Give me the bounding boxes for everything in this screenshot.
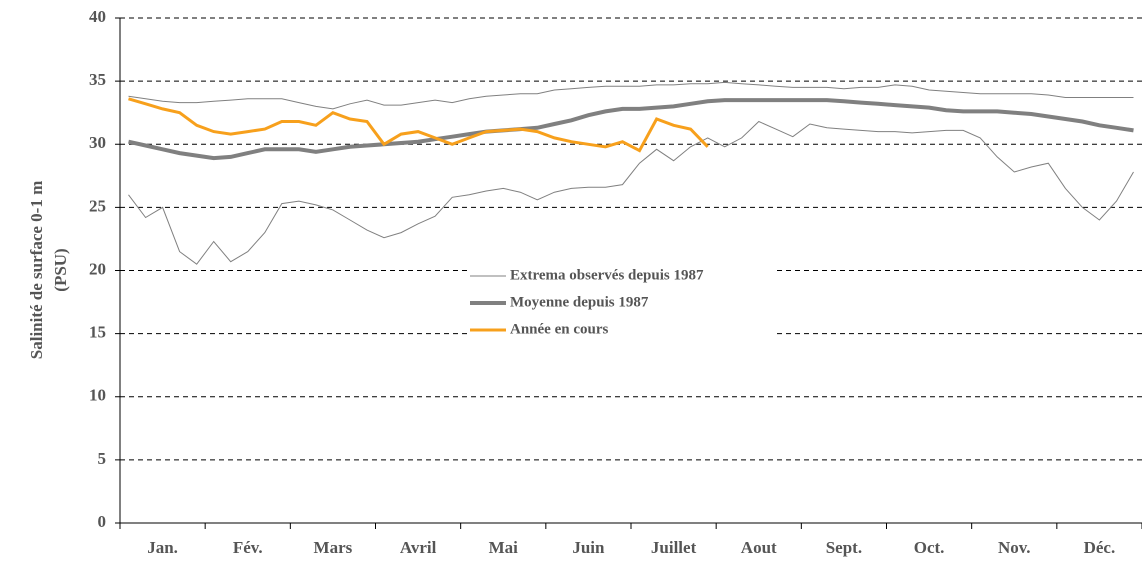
- x-tick-label: Avril: [400, 538, 437, 557]
- y-tick-label: 40: [89, 7, 106, 26]
- y-tick-label: 0: [98, 512, 107, 531]
- x-tick-label: Déc.: [1084, 538, 1116, 557]
- y-axis-label: Salinité de surface 0-1 m: [27, 181, 46, 359]
- x-tick-label: Mai: [489, 538, 519, 557]
- y-axis-label: (PSU): [51, 248, 70, 291]
- y-tick-label: 15: [89, 323, 106, 342]
- x-tick-label: Mars: [314, 538, 353, 557]
- x-tick-label: Fév.: [233, 538, 263, 557]
- x-tick-label: Aout: [741, 538, 777, 557]
- x-tick-label: Juillet: [651, 538, 697, 557]
- series-line: [128, 81, 1134, 110]
- legend-label: Année en cours: [510, 321, 608, 337]
- y-tick-label: 35: [89, 70, 106, 89]
- legend-label: Extrema observés depuis 1987: [510, 267, 704, 283]
- series-line: [128, 98, 1134, 161]
- y-tick-label: 25: [89, 196, 106, 215]
- x-tick-label: Nov.: [998, 538, 1031, 557]
- y-tick-label: 5: [98, 449, 107, 468]
- x-tick-label: Juin: [572, 538, 605, 557]
- legend-label: Moyenne depuis 1987: [510, 294, 649, 310]
- x-tick-label: Jan.: [147, 538, 178, 557]
- x-tick-label: Sept.: [826, 538, 862, 557]
- series-line: [128, 120, 1134, 265]
- y-tick-label: 20: [89, 259, 106, 278]
- y-tick-label: 10: [89, 386, 106, 405]
- x-tick-label: Oct.: [914, 538, 945, 557]
- series-line: [128, 97, 709, 153]
- y-tick-label: 30: [89, 133, 106, 152]
- legend-background: [468, 262, 776, 346]
